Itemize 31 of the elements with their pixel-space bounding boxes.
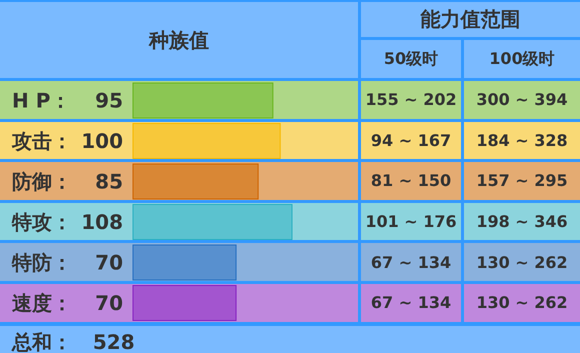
text: 81 ~ 150 xyxy=(361,162,461,200)
bar xyxy=(132,244,237,280)
text: 300 ~ 394 xyxy=(464,81,580,119)
bar xyxy=(132,285,237,321)
text: ： xyxy=(52,290,72,315)
text: 50级时 xyxy=(361,40,461,78)
text: 198 ~ 346 xyxy=(464,202,580,240)
data-label: 108 xyxy=(81,210,123,234)
text: 总和： 528 xyxy=(0,326,580,353)
data-label: 70 xyxy=(95,250,123,275)
text: 130 ~ 262 xyxy=(464,243,580,281)
text: 155 ~ 202 xyxy=(361,81,461,119)
data-label: 100 xyxy=(81,129,123,154)
text: 67 ~ 134 xyxy=(361,284,461,322)
text: 101 ~ 176 xyxy=(361,202,461,240)
text: ： xyxy=(52,169,72,194)
data-label: 85 xyxy=(95,170,123,194)
text: 130 ~ 262 xyxy=(464,284,580,322)
text: 184 ~ 328 xyxy=(464,122,580,160)
text: ： xyxy=(52,128,72,153)
chart-title: 种族值 xyxy=(0,2,358,78)
text: 157 ~ 295 xyxy=(464,162,580,200)
text: 67 ~ 134 xyxy=(361,243,461,281)
text: ： xyxy=(52,250,72,274)
data-label: 70 xyxy=(95,291,123,316)
text: 能力值范围 xyxy=(361,2,580,37)
text: ： xyxy=(50,88,70,112)
text: 100级时 xyxy=(464,40,580,78)
text: ： xyxy=(52,210,72,234)
text: 94 ~ 167 xyxy=(361,122,461,160)
data-label: 95 xyxy=(95,88,123,113)
